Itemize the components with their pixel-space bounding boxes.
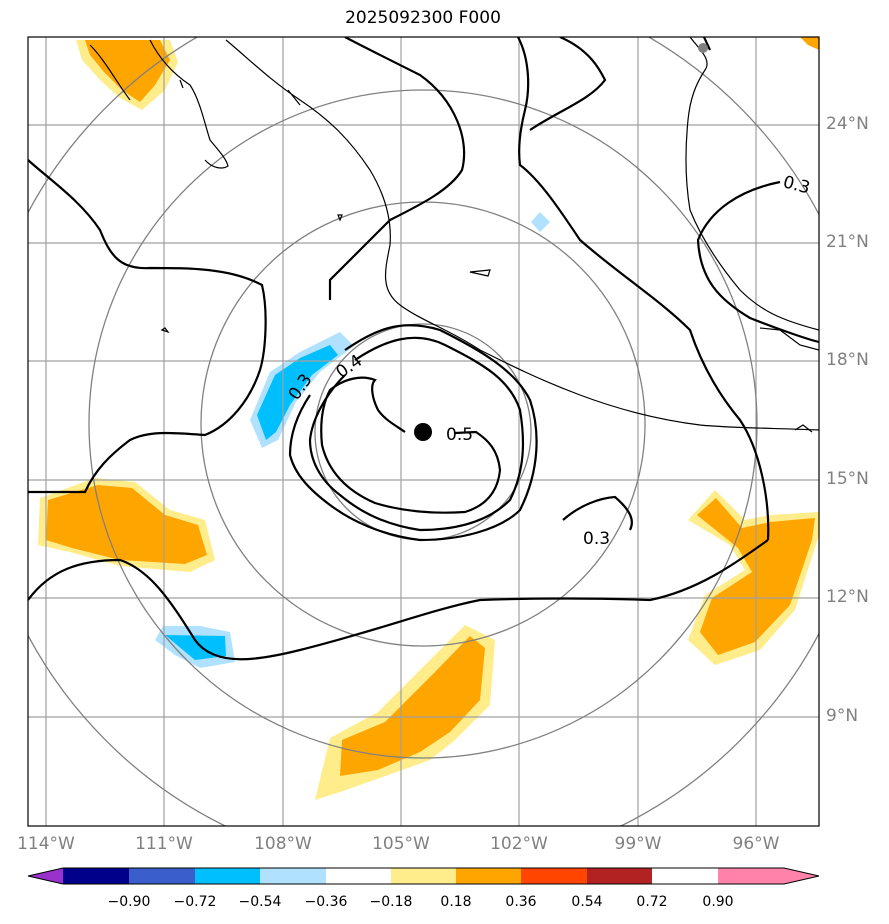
lon-label-114w: 114°W <box>17 834 75 854</box>
lat-label-21n: 21°N <box>826 232 869 252</box>
shading-blue-west <box>155 626 235 668</box>
contours <box>28 37 819 661</box>
station-marker <box>698 43 708 53</box>
shading-orange-corner <box>800 37 819 50</box>
contour-label-03-east: 0.3 <box>583 529 610 549</box>
colorbar-tick-m036: −0.36 <box>304 894 348 910</box>
lat-label-24n: 24°N <box>826 114 869 134</box>
colorbar-outline <box>27 867 820 885</box>
colorbar <box>27 867 820 885</box>
colorbar-extend-high <box>784 868 819 884</box>
colorbar-extend-low <box>28 868 63 884</box>
shading-orange-east <box>688 490 819 665</box>
lat-label-15n: 15°N <box>826 469 869 489</box>
lat-label-9n: 9°N <box>826 706 859 726</box>
lon-label-105w: 105°W <box>372 834 430 854</box>
colorbar-segment <box>63 868 129 884</box>
lon-label-102w: 102°W <box>490 834 548 854</box>
colorbar-tick-m054: −0.54 <box>238 894 282 910</box>
lat-label-12n: 12°N <box>826 587 869 607</box>
colorbar-tick-m090: −0.90 <box>107 894 151 910</box>
shading-orange-south <box>315 625 495 800</box>
map-frame <box>27 36 820 827</box>
colorbar-segment <box>718 868 784 884</box>
contour-label-03-ne: 0.3 <box>781 172 812 198</box>
lon-label-108w: 108°W <box>254 834 312 854</box>
shading-blue-small <box>531 212 550 232</box>
colorbar-tick-p072: 0.72 <box>636 894 668 910</box>
shading-orange-north <box>76 40 178 110</box>
colorbar-tick-p090: 0.90 <box>702 894 734 910</box>
colorbar-segment <box>391 868 456 884</box>
lon-label-96w: 96°W <box>732 834 780 854</box>
colorbar-segment <box>456 868 521 884</box>
map-title: 2025092300 F000 <box>345 8 501 28</box>
contour-label-05: 0.5 <box>446 425 473 445</box>
shading-orange-west <box>38 478 215 572</box>
colorbar-segment <box>326 868 391 884</box>
colorbar-tick-p018: 0.18 <box>440 894 472 910</box>
coastlines <box>89 37 819 433</box>
colorbar-tick-p054: 0.54 <box>571 894 603 910</box>
colorbar-tick-m018: −0.18 <box>369 894 413 910</box>
colorbar-tick-p036: 0.36 <box>505 894 537 910</box>
lon-label-111w: 111°W <box>135 834 193 854</box>
map-plot: 0.3 0.4 0.5 0.3 0.3 <box>27 36 820 827</box>
colorbar-tick-m072: −0.72 <box>173 894 217 910</box>
lat-label-18n: 18°N <box>826 350 869 370</box>
colorbar-segment <box>129 868 195 884</box>
storm-center-marker <box>414 423 432 441</box>
colorbar-segment <box>260 868 326 884</box>
colorbar-segment <box>521 868 587 884</box>
lon-label-99w: 99°W <box>614 834 662 854</box>
colorbar-segment <box>587 868 652 884</box>
colorbar-segment <box>195 868 260 884</box>
